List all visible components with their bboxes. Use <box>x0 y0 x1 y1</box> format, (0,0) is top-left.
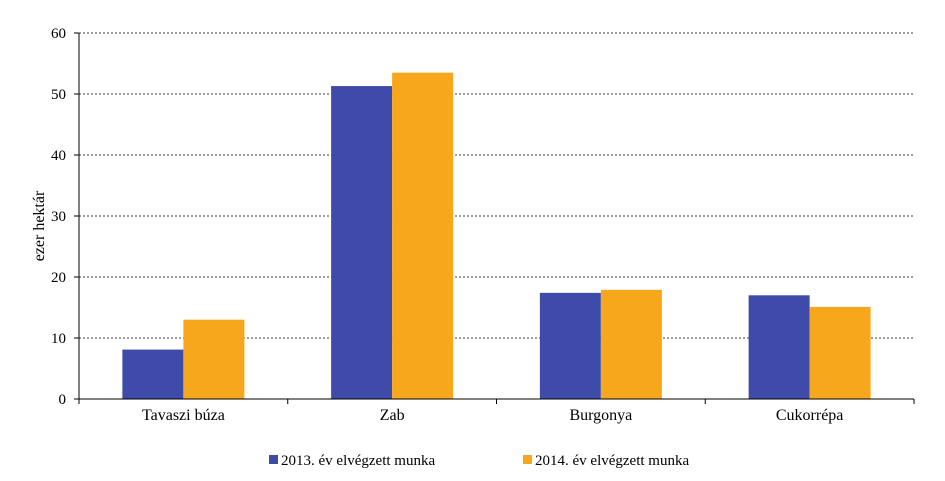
y-tick-label: 0 <box>59 392 67 408</box>
bar-2013 <box>331 86 393 399</box>
bar-2014 <box>600 289 662 399</box>
x-category-label: Tavaszi búza <box>142 407 225 424</box>
y-tick-label: 60 <box>51 26 66 42</box>
legend-label: 2013. év elvégzett munka <box>281 453 435 469</box>
bar-2014 <box>392 72 454 400</box>
bar-2013 <box>748 295 810 399</box>
x-category-labels: Tavaszi búza Zab Burgonya Cukorrépa <box>78 399 915 424</box>
y-tick-label: 50 <box>51 87 66 103</box>
bar-2014 <box>183 319 245 399</box>
legend-swatch <box>523 455 532 464</box>
y-tick-label: 30 <box>51 209 66 225</box>
legend: 2013. év elvégzett munka 2014. év elvégze… <box>269 453 689 469</box>
legend-swatch <box>269 455 278 464</box>
bar-2013 <box>539 292 601 399</box>
y-tick-label: 10 <box>51 331 66 347</box>
y-tick-label: 20 <box>51 270 66 286</box>
bars <box>122 72 871 400</box>
y-tick-label: 40 <box>51 148 66 164</box>
y-ticks: 0 10 20 30 40 50 60 <box>51 26 79 408</box>
y-axis-title: ezer hektár <box>31 190 48 261</box>
x-category-label: Burgonya <box>569 407 632 424</box>
x-category-label: Cukorrépa <box>776 407 844 424</box>
legend-label: 2014. év elvégzett munka <box>535 453 689 469</box>
bar-2014 <box>809 306 871 399</box>
gridlines <box>79 32 914 339</box>
bar-2013 <box>122 349 184 399</box>
x-category-label: Zab <box>380 407 405 424</box>
